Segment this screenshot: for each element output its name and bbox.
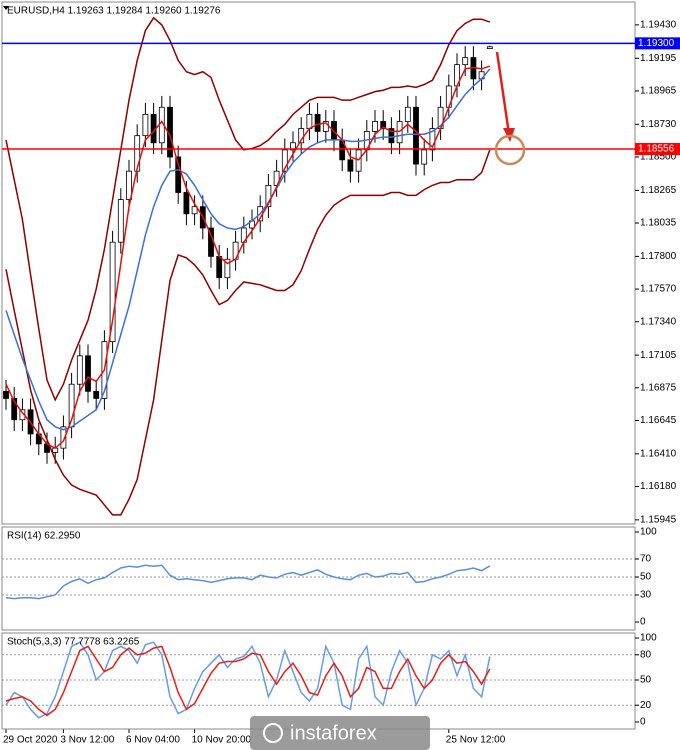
watermark-text: instaforex bbox=[290, 722, 377, 744]
candle-body bbox=[462, 57, 469, 66]
candle-body bbox=[372, 121, 378, 132]
y-tick-label: 100 bbox=[640, 633, 657, 644]
x-tick-label: 3 Nov 12:00 bbox=[60, 735, 114, 746]
level-label: 1.18556 bbox=[638, 144, 675, 155]
level-label: 1.19300 bbox=[638, 38, 675, 49]
series-line bbox=[5, 65, 491, 450]
candle-body bbox=[281, 149, 288, 172]
candle-body bbox=[306, 113, 313, 129]
candle-body bbox=[191, 206, 198, 215]
annotation bbox=[494, 51, 526, 166]
watermark-box bbox=[250, 716, 430, 750]
series-line bbox=[5, 641, 491, 719]
candle-body bbox=[380, 121, 387, 129]
y-tick-label: 70 bbox=[640, 554, 652, 565]
candle-body bbox=[60, 426, 67, 449]
candle-body bbox=[413, 106, 419, 165]
series-line bbox=[5, 68, 491, 431]
candle-body bbox=[388, 128, 395, 144]
y-tick-label: 100 bbox=[640, 527, 657, 538]
candle-body bbox=[76, 355, 83, 385]
y-tick-label: 1.19430 bbox=[640, 20, 677, 31]
series-line bbox=[5, 564, 491, 600]
candle-body bbox=[314, 113, 321, 132]
y-tick-label: 1.18730 bbox=[640, 119, 677, 130]
y-tick-label: 1.15945 bbox=[640, 515, 677, 526]
candle-body bbox=[183, 192, 190, 215]
candle-body bbox=[265, 184, 272, 208]
y-tick-label: 1.16875 bbox=[640, 382, 677, 393]
x-tick-label: 25 Nov 12:00 bbox=[446, 735, 506, 746]
candle-body bbox=[3, 390, 9, 399]
y-tick-label: 1.18965 bbox=[640, 86, 677, 97]
panel-frame bbox=[1, 1, 636, 525]
y-tick-label: 0 bbox=[640, 717, 646, 728]
x-tick-label: 29 Oct 2020 bbox=[3, 735, 58, 746]
y-tick-label: 1.18035 bbox=[640, 218, 677, 229]
y-tick-label: 1.18265 bbox=[640, 185, 677, 196]
panel-title: Stoch(5,3,3) 77.7778 63.2265 bbox=[7, 637, 140, 648]
series-line bbox=[5, 149, 491, 516]
x-tick-label: 10 Nov 20:00 bbox=[192, 735, 252, 746]
panel-frame bbox=[1, 526, 636, 631]
candle-body bbox=[85, 355, 91, 392]
candle-body bbox=[429, 128, 436, 151]
menu-marker bbox=[3, 6, 9, 10]
y-tick-label: 80 bbox=[640, 649, 652, 660]
candle-body bbox=[175, 156, 182, 193]
candle-body bbox=[224, 258, 231, 279]
candle-body bbox=[486, 46, 493, 50]
candle-body bbox=[109, 241, 116, 343]
panel-title: EURUSD,H4 1.19263 1.19284 1.19260 1.1927… bbox=[7, 6, 221, 17]
y-tick-label: 50 bbox=[640, 572, 652, 583]
level-label-box bbox=[635, 143, 680, 156]
candle-body bbox=[216, 255, 223, 279]
y-tick-label: 20 bbox=[640, 700, 652, 711]
candle-body bbox=[93, 390, 100, 399]
y-tick-label: 1.17105 bbox=[640, 350, 677, 361]
y-tick-label: 30 bbox=[640, 590, 652, 601]
watermark-logo bbox=[263, 723, 283, 743]
forecast-arrow bbox=[495, 51, 511, 135]
y-tick-label: 1.17570 bbox=[640, 284, 677, 295]
level-label-box bbox=[635, 37, 680, 50]
candle-body bbox=[142, 113, 149, 137]
candle-body bbox=[290, 142, 296, 151]
candle-body bbox=[117, 199, 124, 243]
candle-body bbox=[347, 159, 354, 172]
y-tick-label: 1.18500 bbox=[640, 152, 677, 163]
candle-body bbox=[421, 149, 428, 165]
y-tick-label: 1.16645 bbox=[640, 415, 677, 426]
y-tick-label: 1.19195 bbox=[640, 53, 677, 64]
y-tick-label: 1.16410 bbox=[640, 448, 677, 459]
series-line bbox=[5, 645, 491, 717]
y-tick-label: 1.17340 bbox=[640, 316, 677, 327]
target-circle bbox=[494, 134, 526, 166]
panel-title: RSI(14) 62.2950 bbox=[7, 531, 81, 542]
candle-body bbox=[126, 170, 132, 200]
y-tick-label: 50 bbox=[640, 675, 652, 686]
watermark: instaforex bbox=[250, 716, 430, 750]
candle-body bbox=[11, 398, 18, 421]
candle-body bbox=[404, 106, 411, 122]
y-tick-label: 1.16180 bbox=[640, 481, 677, 492]
y-tick-label: 1.17800 bbox=[640, 251, 677, 262]
x-tick-label: 6 Nov 04:00 bbox=[126, 735, 180, 746]
y-tick-label: 0 bbox=[640, 617, 646, 628]
